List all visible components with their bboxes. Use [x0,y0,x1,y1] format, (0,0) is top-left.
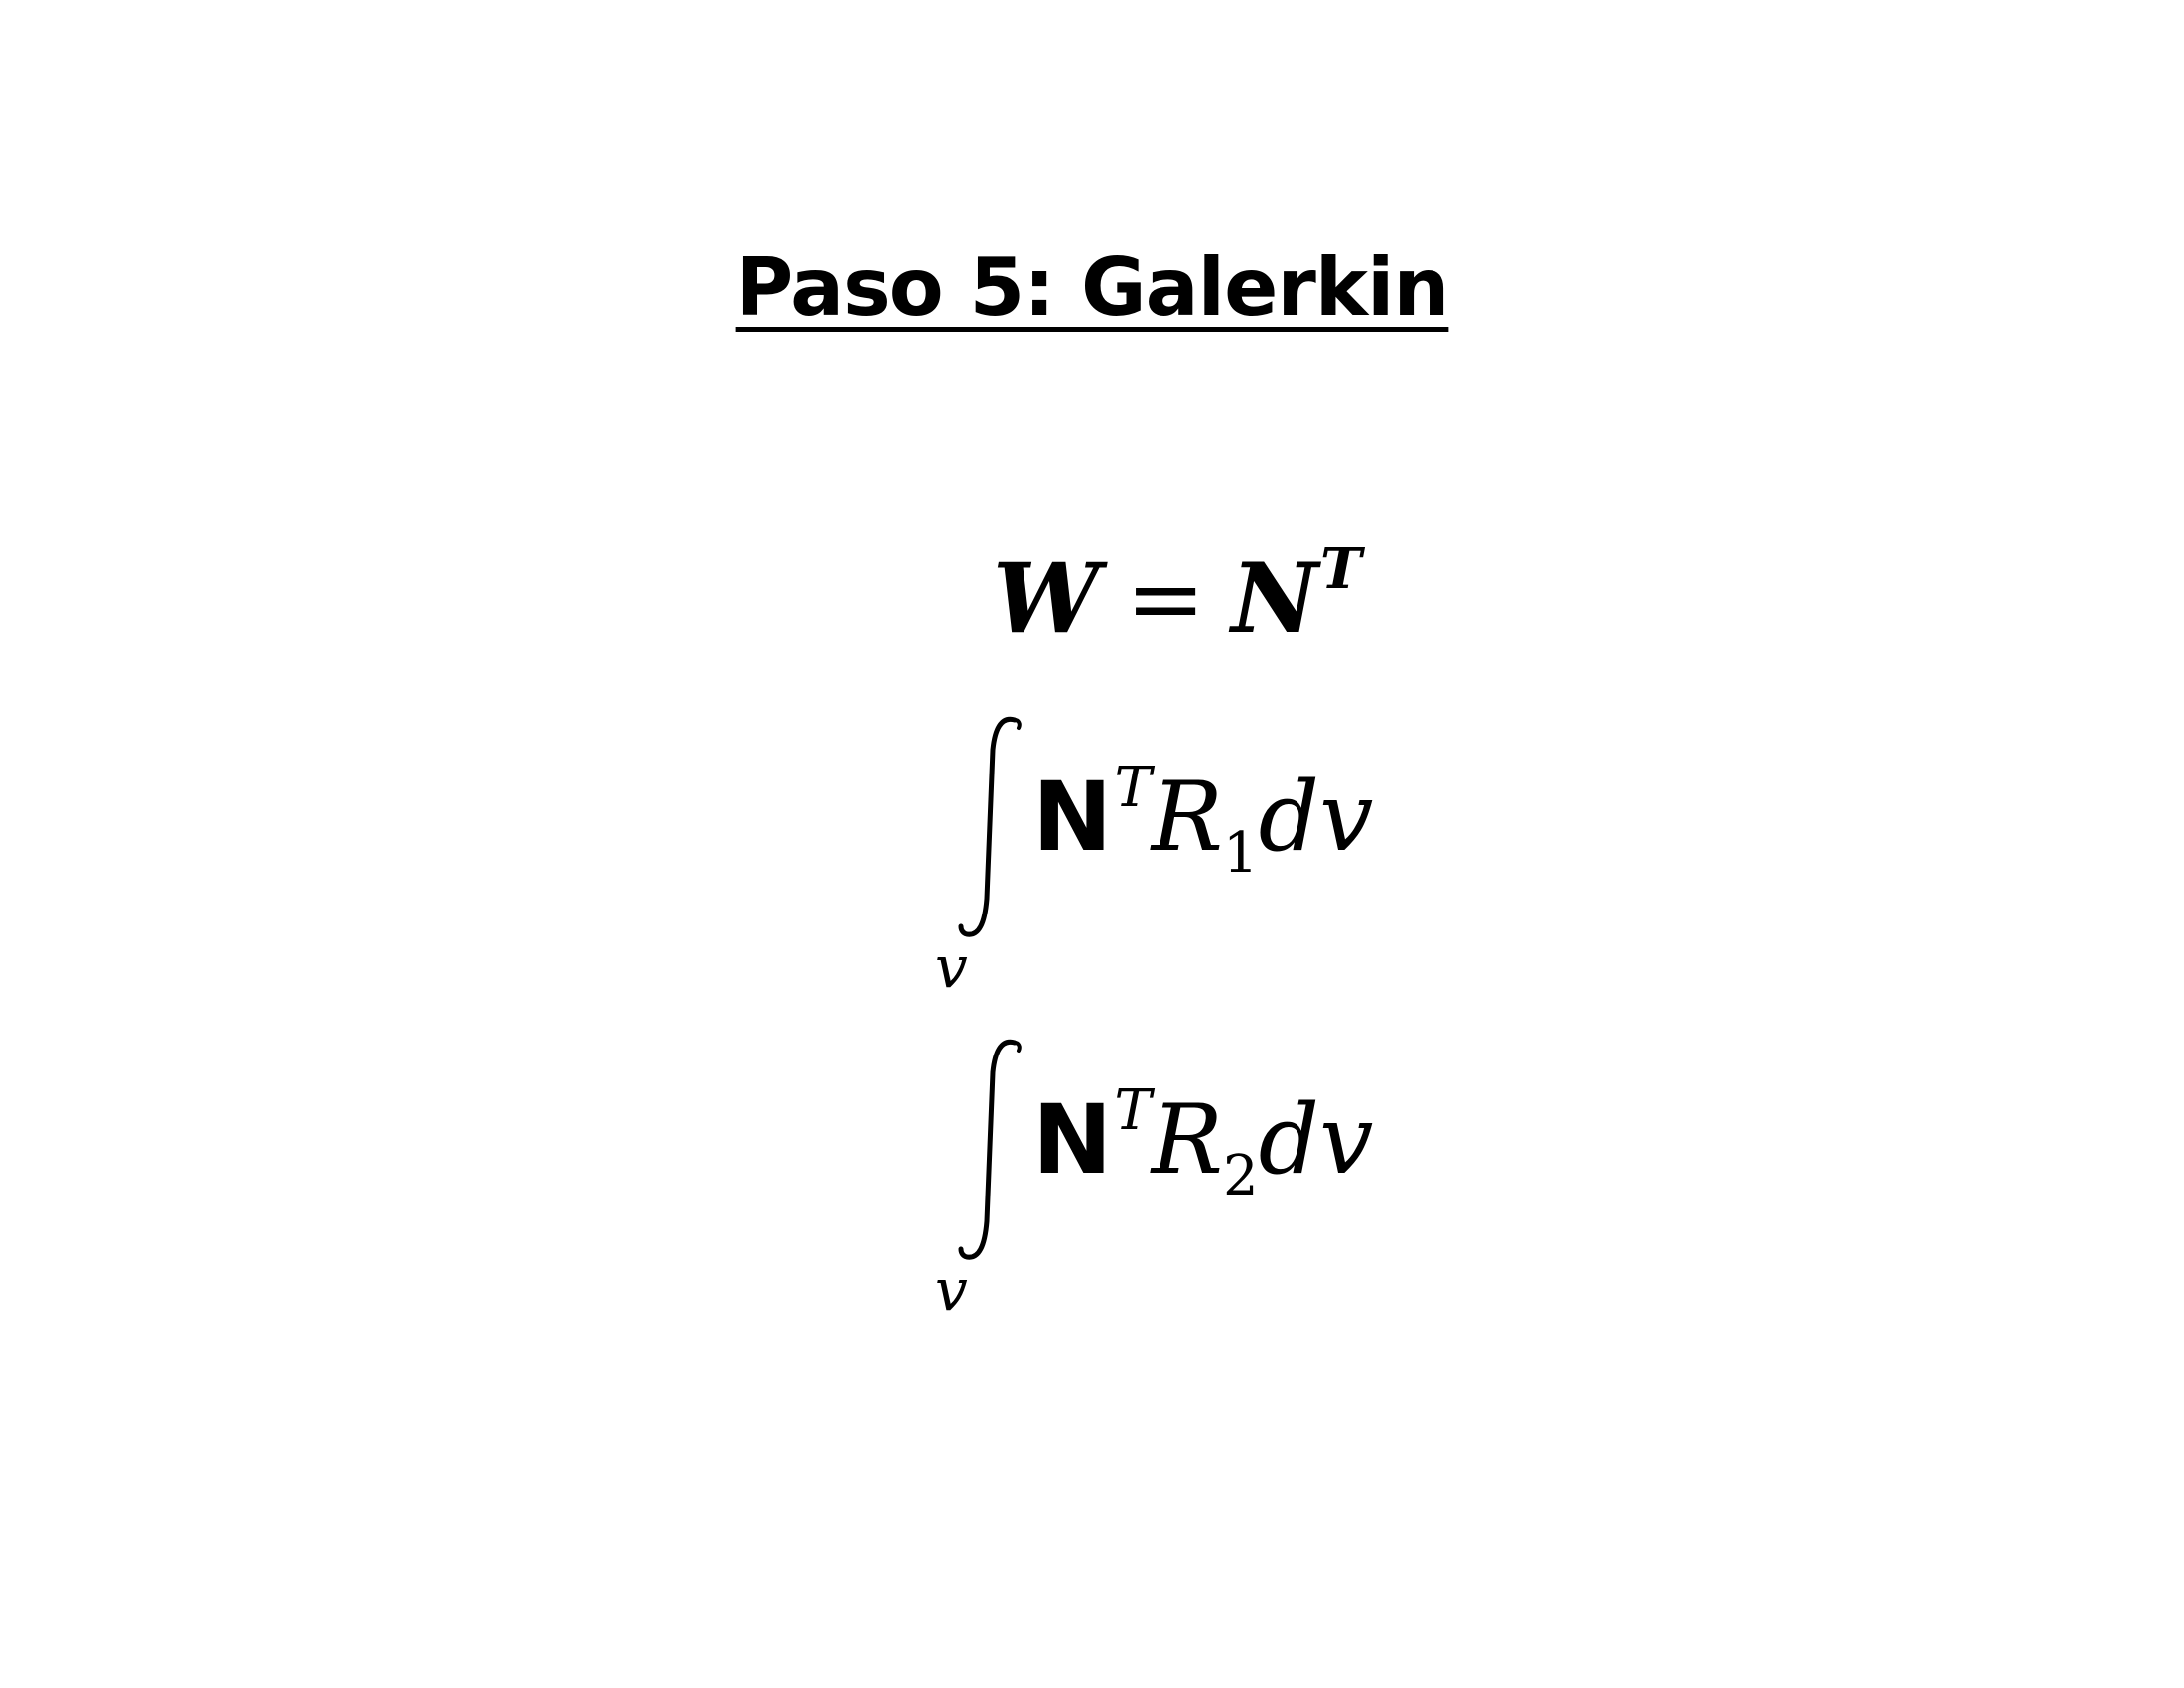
shape-matrix-symbol: N [1032,1084,1113,1196]
transpose-superscript: T [1114,756,1152,820]
integral-sign-icon [958,716,1022,937]
integral-lower-limit: v [935,1256,968,1324]
slide-title: Paso 5: Galerkin [0,248,2184,328]
integrand: NTR2dv [1032,1083,1373,1204]
residual-subscript: 2 [1222,1144,1259,1208]
transpose-superscript: T [1320,536,1362,602]
differential: dv [1258,1084,1374,1196]
differential: dv [1258,762,1374,873]
weight-equation: W = NT [993,541,1362,646]
integrand: NTR1dv [1032,761,1373,882]
integral-sign-icon [958,1039,1022,1260]
integral-lower-limit: v [935,933,968,1001]
weight-symbol: W [993,542,1100,654]
residual-symbol: R [1151,762,1223,873]
transpose-superscript: T [1114,1078,1152,1143]
shape-matrix-symbol: N [1032,762,1113,873]
shape-matrix-symbol: N [1231,542,1318,654]
equals-sign: = [1125,543,1206,654]
slide-title-text: Paso 5: Galerkin [735,241,1450,334]
residual-subscript: 1 [1222,821,1259,886]
residual-symbol: R [1151,1084,1223,1196]
